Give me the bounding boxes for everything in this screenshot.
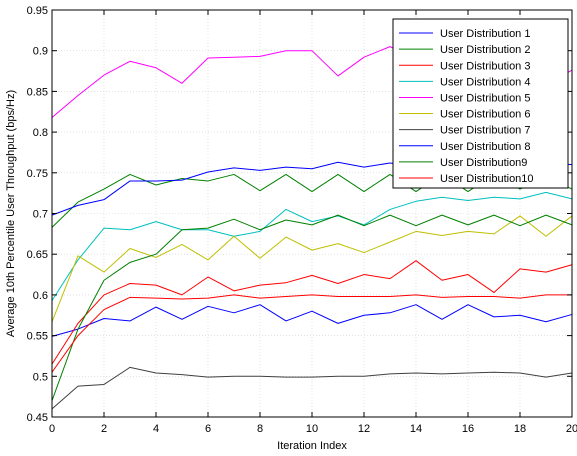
x-tick-label: 12 <box>358 423 370 435</box>
x-tick-label: 0 <box>49 423 55 435</box>
x-tick-label: 18 <box>514 423 526 435</box>
grid <box>52 10 572 417</box>
series-line-1 <box>51 304 573 337</box>
y-tick-label: 0.45 <box>27 412 48 424</box>
series-line-7 <box>51 366 573 410</box>
x-tick-label: 10 <box>306 423 318 435</box>
y-tick-label: 0.85 <box>27 86 48 98</box>
x-tick-label: 14 <box>410 423 422 435</box>
y-axis-title: Average 10th Percentile User Throughput … <box>5 90 17 337</box>
series-line-6 <box>51 215 573 322</box>
y-tick-label: 0.7 <box>33 209 48 221</box>
legend-label: User Distribution 1 <box>440 28 530 40</box>
ticks: 0 2 4 6 8 10 12 14 16 18 20 0.45 0.5 0.55 0.6 0.65 0.7 0.… <box>27 5 577 435</box>
x-tick-label: 2 <box>101 423 107 435</box>
y-tick-label: 0.5 <box>33 371 48 383</box>
legend-label: User Distribution10 <box>440 173 534 185</box>
legend-label: User Distribution 8 <box>440 141 530 153</box>
series-line-10 <box>51 294 572 373</box>
x-tick-label: 8 <box>257 423 263 435</box>
x-tick-label: 20 <box>566 423 577 435</box>
y-tick-label: 0.65 <box>27 249 48 261</box>
x-tick-label: 4 <box>153 423 159 435</box>
legend-label: User Distribution 6 <box>440 109 530 121</box>
legend-label: User Distribution 2 <box>440 44 530 56</box>
y-tick-label: 0.6 <box>33 290 48 302</box>
series-line-3 <box>51 260 573 365</box>
y-tick-label: 0.75 <box>27 168 48 180</box>
legend-label: User Distribution 7 <box>440 125 530 137</box>
y-tick-label: 0.8 <box>33 127 48 139</box>
series-line-4 <box>51 191 573 301</box>
y-tick-label: 0.9 <box>33 46 48 58</box>
x-tick-label: 6 <box>205 423 211 435</box>
legend-box <box>392 18 569 189</box>
legend-label: User Distribution 3 <box>440 60 530 72</box>
legend-label: User Distribution9 <box>440 157 527 169</box>
x-tick-label: 16 <box>462 423 474 435</box>
legend: User Distribution 1 User Distribution 2 Us… <box>392 18 569 189</box>
series-line-9 <box>51 214 573 401</box>
y-tick-label: 0.55 <box>27 331 48 343</box>
x-axis-title: Iteration Index <box>277 440 347 452</box>
y-tick-label: 0.95 <box>27 5 48 17</box>
legend-label: User Distribution 4 <box>440 76 530 88</box>
legend-label: User Distribution 5 <box>440 92 530 104</box>
